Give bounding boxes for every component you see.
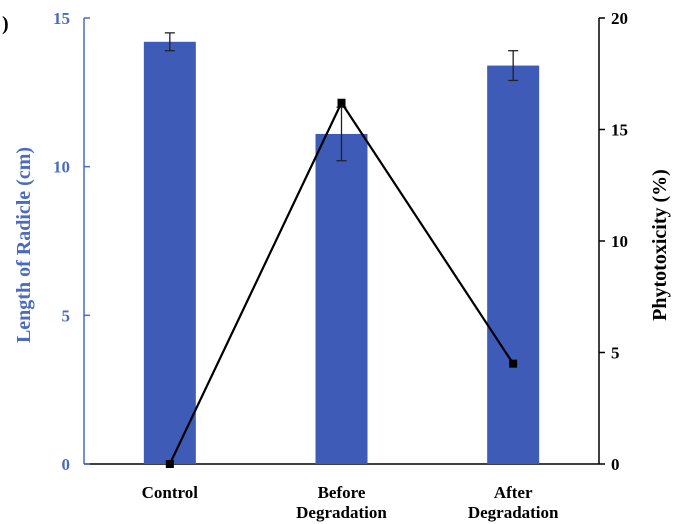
error-bar bbox=[508, 50, 519, 82]
category-label-line: After bbox=[494, 483, 533, 502]
error-bar bbox=[164, 32, 175, 52]
right-y-axis-ticks: 0 5 10 15 20 bbox=[599, 9, 628, 474]
bar bbox=[315, 133, 368, 464]
right-y-tick-label: 10 bbox=[611, 232, 628, 251]
category-label-line: Before bbox=[318, 483, 366, 502]
line-point-marker bbox=[337, 98, 346, 107]
left-y-axis-title: Length of Radicle (cm) bbox=[13, 147, 35, 343]
right-y-tick-label: 20 bbox=[611, 9, 628, 28]
left-y-tick-label: 10 bbox=[53, 158, 70, 177]
category-label: Control bbox=[142, 483, 199, 502]
line-series bbox=[165, 98, 518, 468]
panel-label: ) bbox=[2, 13, 9, 35]
bar bbox=[487, 65, 540, 464]
bar bbox=[143, 41, 196, 464]
left-y-axis-ticks: 0 5 10 15 bbox=[53, 9, 90, 474]
bar-series bbox=[143, 41, 540, 464]
category-label: After Degradation bbox=[468, 483, 559, 522]
error-bars bbox=[164, 32, 519, 162]
left-y-tick-label: 15 bbox=[53, 9, 70, 28]
right-y-tick-label: 5 bbox=[611, 344, 620, 363]
right-y-tick-label: 15 bbox=[611, 121, 628, 140]
category-label: Before Degradation bbox=[296, 483, 387, 522]
category-label-line: Control bbox=[142, 483, 199, 502]
right-y-axis-title: Phytotoxicity (%) bbox=[649, 169, 671, 321]
line-point-marker bbox=[165, 460, 174, 468]
left-y-tick-label: 0 bbox=[62, 455, 71, 474]
left-y-tick-label: 5 bbox=[62, 306, 71, 325]
right-y-tick-label: 0 bbox=[611, 455, 620, 474]
category-label-line: Degradation bbox=[468, 503, 559, 522]
category-label-line: Degradation bbox=[296, 503, 387, 522]
line-point-marker bbox=[509, 359, 518, 368]
